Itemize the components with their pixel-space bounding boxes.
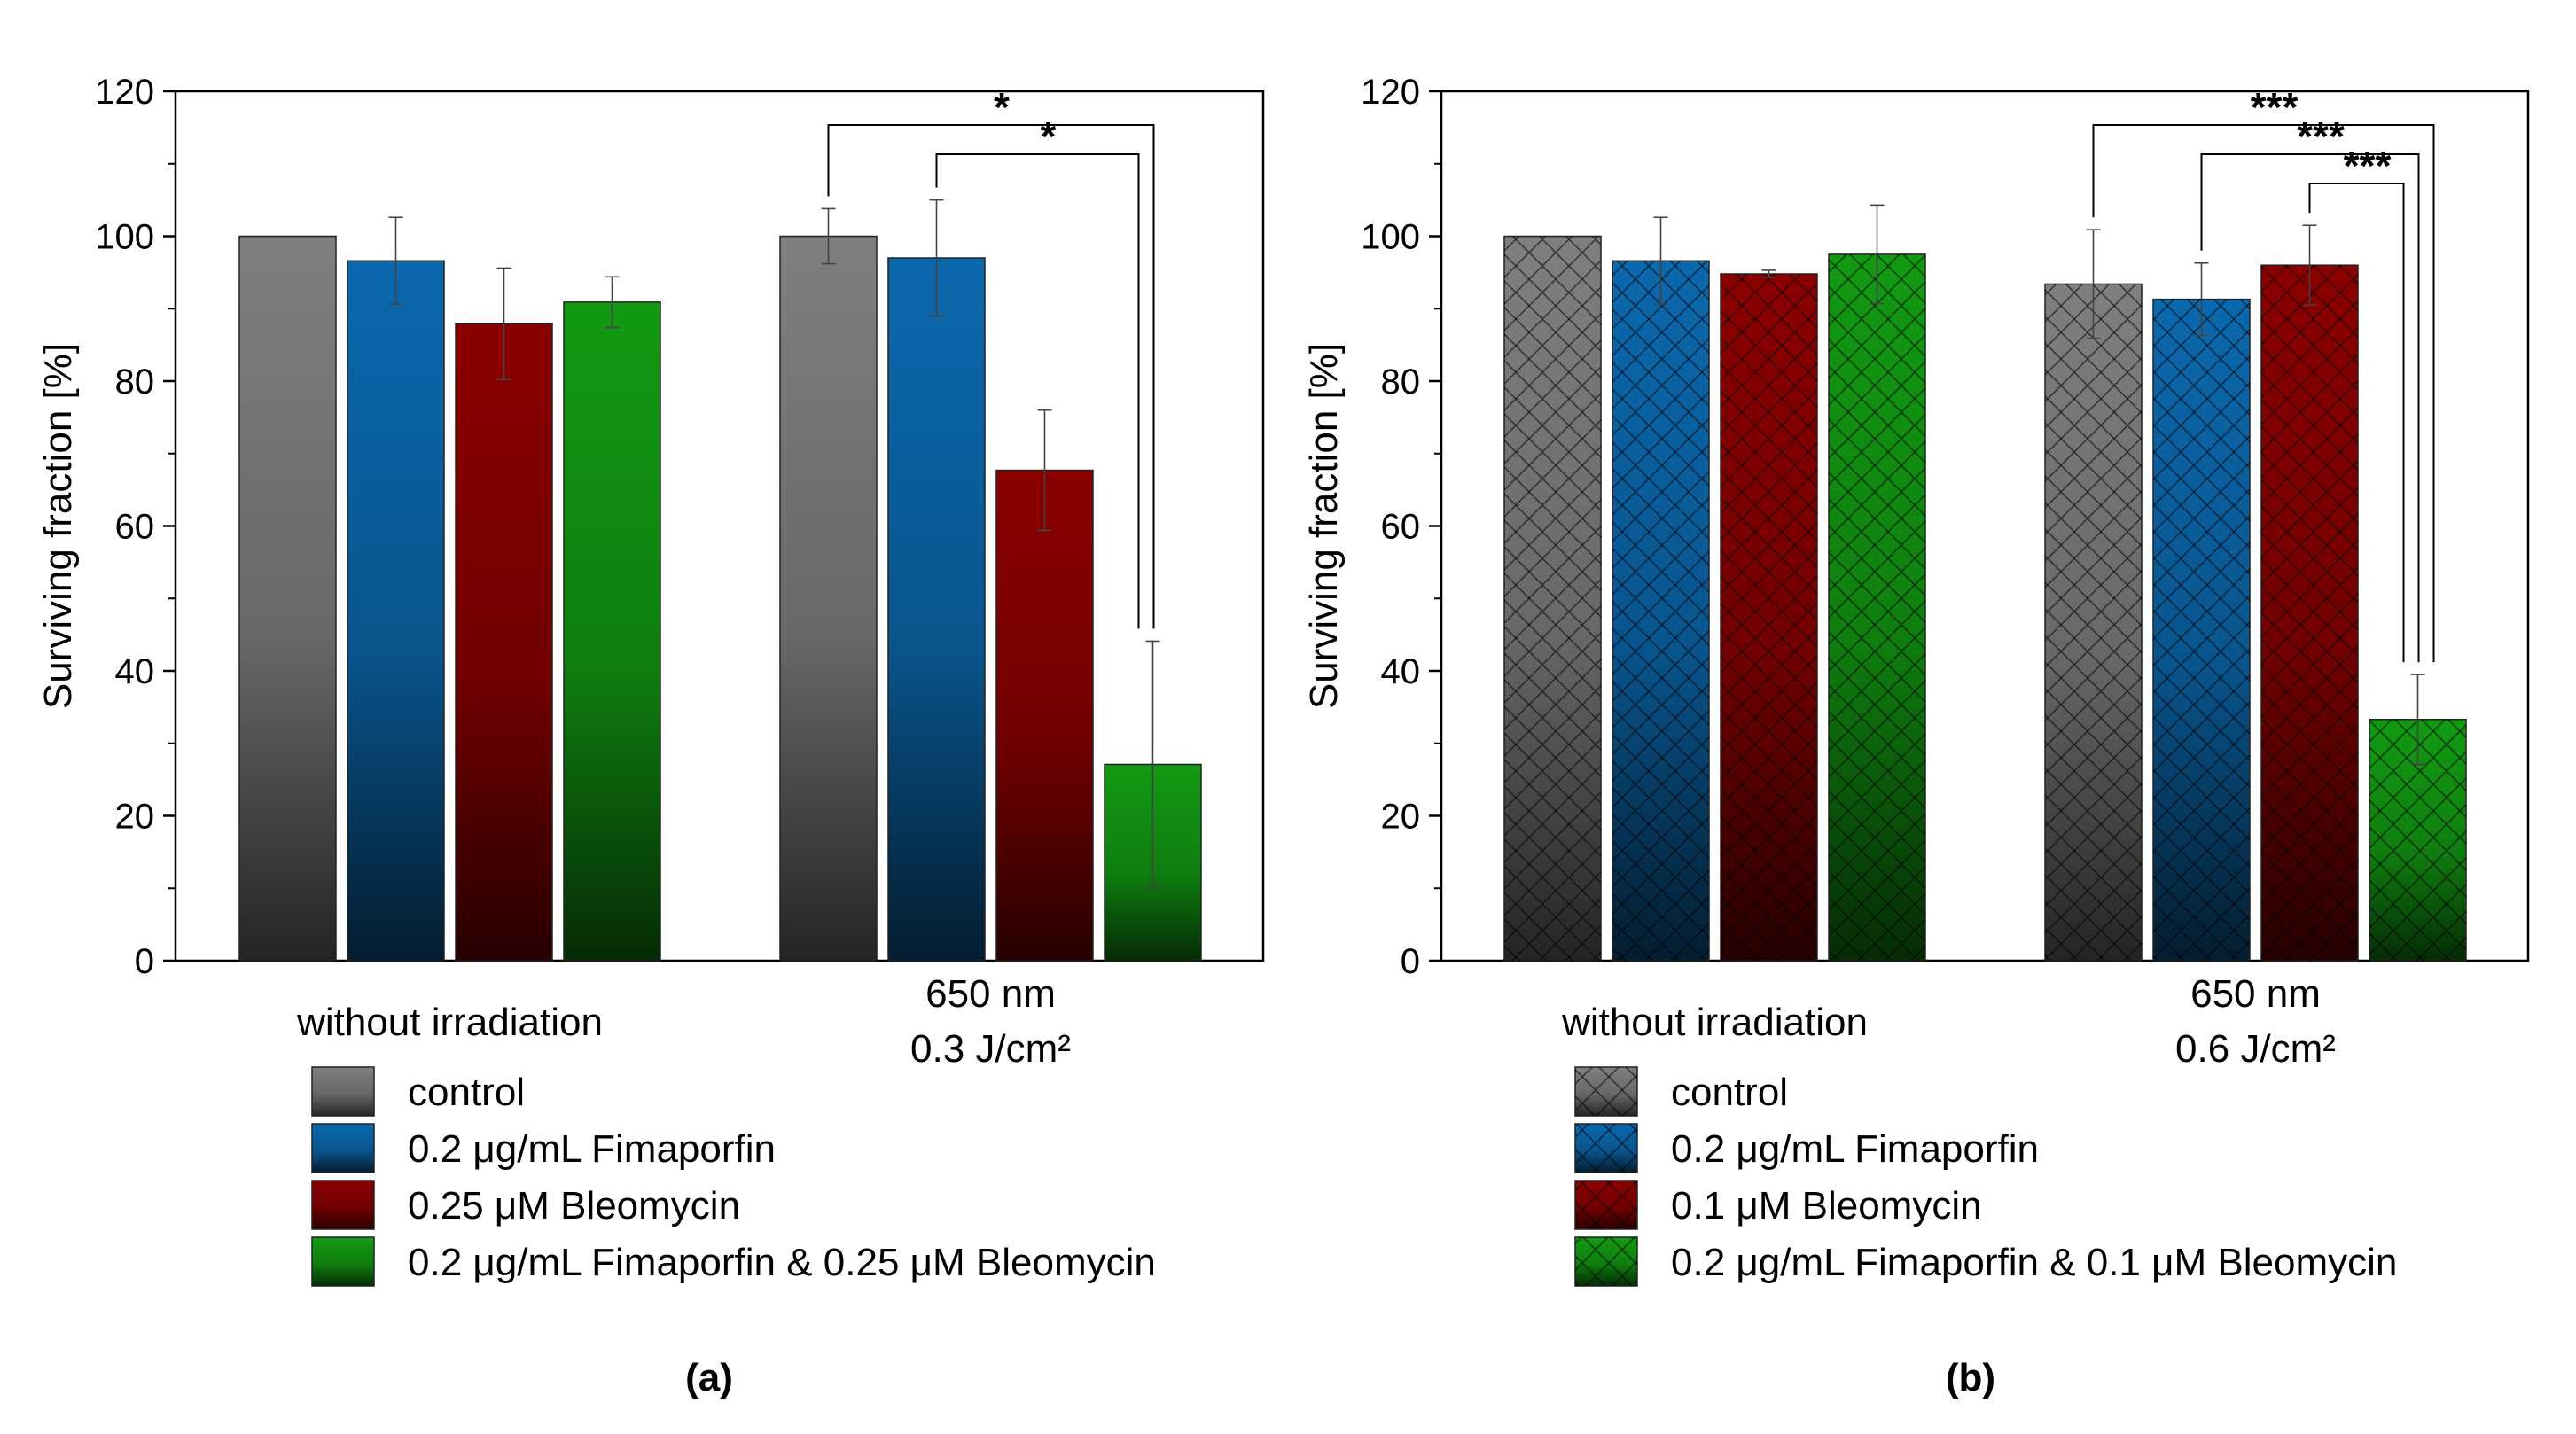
legend-label: 0.2 μg/mL Fimaporfin & 0.1 μM Bleomycin: [1671, 1241, 2397, 1284]
legend-swatch-hatch: [1575, 1124, 1637, 1173]
legend-label: 0.2 μg/mL Fimaporfin & 0.25 μM Bleomycin: [408, 1241, 1156, 1284]
panel-b: 0 20 40 60 80 100 120 Surviving fraction [%] wit…: [1302, 73, 2530, 1399]
y-tick-label: 20: [115, 798, 155, 837]
y-tick-label: 120: [1361, 73, 1420, 112]
y-tick-label: 80: [115, 362, 155, 401]
bar: [563, 301, 661, 962]
legend-swatch: [311, 1180, 375, 1230]
significance-bracket: [2200, 153, 2420, 663]
bar-hatch: [2045, 284, 2142, 962]
group-label: 650 nm: [925, 972, 1056, 1016]
significance-bracket: [827, 124, 1155, 629]
group-label: 0.6 J/cm²: [2175, 1027, 2336, 1071]
bar-hatch: [1612, 261, 1709, 961]
y-tick-label: 120: [95, 73, 154, 112]
significance-bracket: [2308, 183, 2405, 663]
panel-label: (a): [685, 1356, 733, 1399]
significance-label: *: [994, 84, 1010, 130]
y-axis-label: Surviving fraction [%]: [1302, 343, 1346, 709]
group-label: without irradiation: [1561, 1001, 1868, 1044]
bar-hatch: [1721, 274, 1817, 961]
legend-label: 0.2 μg/mL Fimaporfin: [1671, 1127, 2039, 1171]
bar: [347, 260, 445, 962]
legend-label: control: [1671, 1071, 1788, 1114]
bar: [238, 235, 337, 962]
legend-label: control: [408, 1071, 525, 1114]
y-tick-label: 40: [1381, 652, 1421, 691]
panel-a: 0 20 40 60 80 100 120 Surviving fraction [%] wit…: [36, 73, 1265, 1399]
bar-hatch: [2261, 265, 2358, 961]
y-tick-label: 0: [135, 942, 154, 981]
y-tick-label: 80: [1381, 362, 1421, 401]
legend-swatch: [311, 1123, 375, 1173]
bar: [455, 323, 553, 962]
significance-bracket: [2092, 124, 2435, 663]
significance-label: ***: [2344, 143, 2392, 189]
significance-bracket: [935, 153, 1140, 629]
y-axis-label: Surviving fraction [%]: [36, 343, 80, 709]
legend-swatch: [311, 1236, 375, 1287]
y-tick-label: 60: [115, 508, 155, 547]
legend-label: 0.25 μM Bleomycin: [408, 1184, 740, 1227]
y-tick-label: 100: [95, 218, 154, 257]
legend-swatch: [311, 1066, 375, 1117]
legend-label: 0.1 μM Bleomycin: [1671, 1184, 1982, 1227]
bar: [779, 235, 878, 962]
legend-swatch-hatch: [1575, 1237, 1637, 1286]
significance-label: *: [1041, 113, 1057, 160]
y-tick-label: 0: [1401, 942, 1420, 981]
legend-swatch-hatch: [1575, 1181, 1637, 1229]
y-tick-label: 40: [115, 652, 155, 691]
group-label: 0.3 J/cm²: [910, 1027, 1071, 1071]
significance-label: ***: [2297, 113, 2345, 160]
significance-label: ***: [2251, 84, 2299, 130]
bar: [887, 257, 986, 962]
plot-frame: [174, 90, 1265, 962]
group-label: without irradiation: [296, 1001, 603, 1044]
bar-hatch: [1829, 253, 1925, 961]
legend-label: 0.2 μg/mL Fimaporfin: [408, 1127, 776, 1171]
bar: [995, 469, 1094, 962]
y-tick-label: 100: [1361, 218, 1420, 257]
bar-hatch: [2153, 299, 2250, 961]
y-tick-label: 60: [1381, 508, 1421, 547]
legend-swatch-hatch: [1575, 1067, 1637, 1116]
plot-frame: [1440, 90, 2530, 962]
bar-hatch: [1504, 236, 1601, 961]
panel-label: (b): [1946, 1356, 1995, 1399]
y-tick-label: 20: [1381, 798, 1421, 837]
group-label: 650 nm: [2190, 972, 2321, 1016]
